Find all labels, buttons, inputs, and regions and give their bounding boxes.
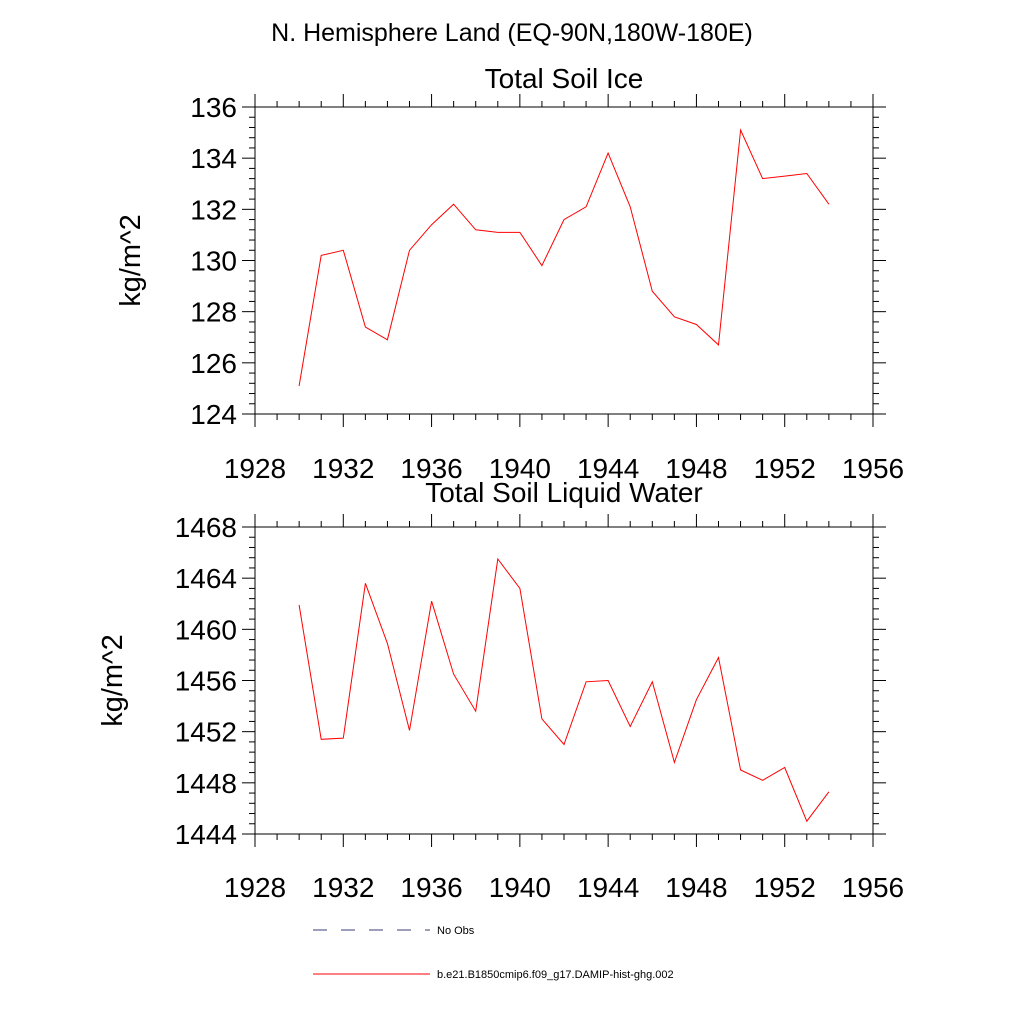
panel-total-soil-liquid-water: Total Soil Liquid Water kg/m^2 1928 1932 193… xyxy=(97,477,904,903)
chart1-xtick-label: 1956 xyxy=(842,872,904,903)
chart0-ytick-label: 136 xyxy=(190,92,237,123)
chart0-title: Total Soil Ice xyxy=(485,63,644,94)
chart0-xtick-label: 1940 xyxy=(489,453,551,484)
chart0-xtick-label: 1956 xyxy=(842,453,904,484)
chart1-ylabel: kg/m^2 xyxy=(97,634,129,727)
chart1-ytick-label: 1448 xyxy=(175,768,237,799)
chart1-ytick-label: 1452 xyxy=(175,717,237,748)
chart1-ytick-label: 1468 xyxy=(175,512,237,543)
chart0-xtick-label: 1952 xyxy=(754,453,816,484)
chart1-ytick-label: 1464 xyxy=(175,563,237,594)
chart0-ytick-label: 130 xyxy=(190,246,237,277)
legend: No Obs b.e21.B1850cmip6.f09_g17.DAMIP-hi… xyxy=(313,925,674,981)
chart1-xtick-label: 1940 xyxy=(489,872,551,903)
chart0-xtick-label: 1948 xyxy=(665,453,727,484)
legend-no-obs-label: No Obs xyxy=(437,925,475,937)
chart0-xtick-label: 1944 xyxy=(577,453,639,484)
chart0-ytick-label: 134 xyxy=(190,143,237,174)
chart1-xtick-label: 1952 xyxy=(754,872,816,903)
chart1-xtick-label: 1948 xyxy=(665,872,727,903)
chart0-series-line xyxy=(298,128,830,386)
chart1-xtick-label: 1936 xyxy=(400,872,462,903)
chart0-ytick-label: 126 xyxy=(190,348,237,379)
chart1-plot-frame xyxy=(254,526,874,835)
figure-supertitle: N. Hemisphere Land (EQ-90N,180W-180E) xyxy=(271,19,753,47)
chart1-ytick-label: 1456 xyxy=(175,666,237,697)
chart0-xtick-label: 1932 xyxy=(312,453,374,484)
chart1-xtick-label: 1928 xyxy=(224,872,286,903)
chart0-xtick-label: 1936 xyxy=(400,453,462,484)
legend-series-label: b.e21.B1850cmip6.f09_g17.DAMIP-hist-ghg.… xyxy=(437,969,674,981)
chart1-ytick-label: 1444 xyxy=(175,819,237,850)
chart0-ytick-label: 128 xyxy=(190,297,237,328)
chart0-ytick-label: 124 xyxy=(190,399,237,430)
chart0-xtick-label: 1928 xyxy=(224,453,286,484)
chart0-ytick-label: 132 xyxy=(190,194,237,225)
chart0-plot-frame xyxy=(254,106,874,415)
panel-total-soil-ice: Total Soil Ice kg/m^2 1928 1932 1936 1940 1944… xyxy=(115,63,904,484)
chart1-series-line xyxy=(298,557,830,823)
chart1-ytick-label: 1460 xyxy=(175,614,237,645)
chart0-ylabel: kg/m^2 xyxy=(115,214,147,307)
chart1-title: Total Soil Liquid Water xyxy=(425,477,703,508)
chart1-xtick-label: 1932 xyxy=(312,872,374,903)
chart1-xtick-label: 1944 xyxy=(577,872,639,903)
